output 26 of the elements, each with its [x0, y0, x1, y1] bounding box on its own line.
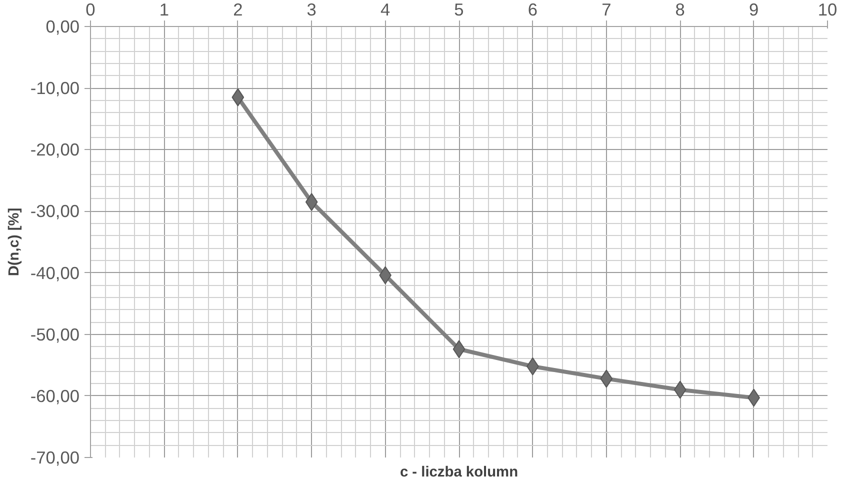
- point: [305, 192, 318, 211]
- y-tick-label: -70,00: [30, 448, 80, 468]
- x-axis-title: c - liczba kolumn: [400, 464, 518, 480]
- x-tick-label: 2: [233, 0, 243, 20]
- point: [452, 340, 466, 358]
- x-tick-label: 6: [528, 0, 538, 20]
- y-tick-label: -40,00: [30, 262, 80, 283]
- y-tick-label: -60,00: [30, 386, 80, 406]
- x-tick-label: 1: [159, 0, 170, 20]
- x-tick-label: 3: [306, 0, 316, 20]
- y-tick-label: -50,00: [30, 324, 80, 344]
- x-tick-label: 10: [818, 0, 838, 20]
- y-tick-label: -10,00: [30, 78, 80, 98]
- y-axis-title: D(n,c) [%]: [6, 208, 22, 276]
- y-tick-label: -30,00: [30, 201, 80, 222]
- point: [600, 370, 613, 388]
- point: [674, 380, 686, 399]
- x-tick-label: 5: [454, 0, 464, 20]
- x-tick-label: 9: [748, 0, 759, 20]
- y-tick-label: -20,00: [30, 140, 80, 160]
- x-tick-label: 8: [675, 0, 685, 20]
- x-tick-label: 7: [602, 0, 612, 20]
- x-tick-label: 4: [380, 0, 390, 20]
- y-tick-label: 0,00: [46, 16, 80, 36]
- point: [232, 88, 244, 106]
- x-tick-label: 0: [86, 0, 96, 20]
